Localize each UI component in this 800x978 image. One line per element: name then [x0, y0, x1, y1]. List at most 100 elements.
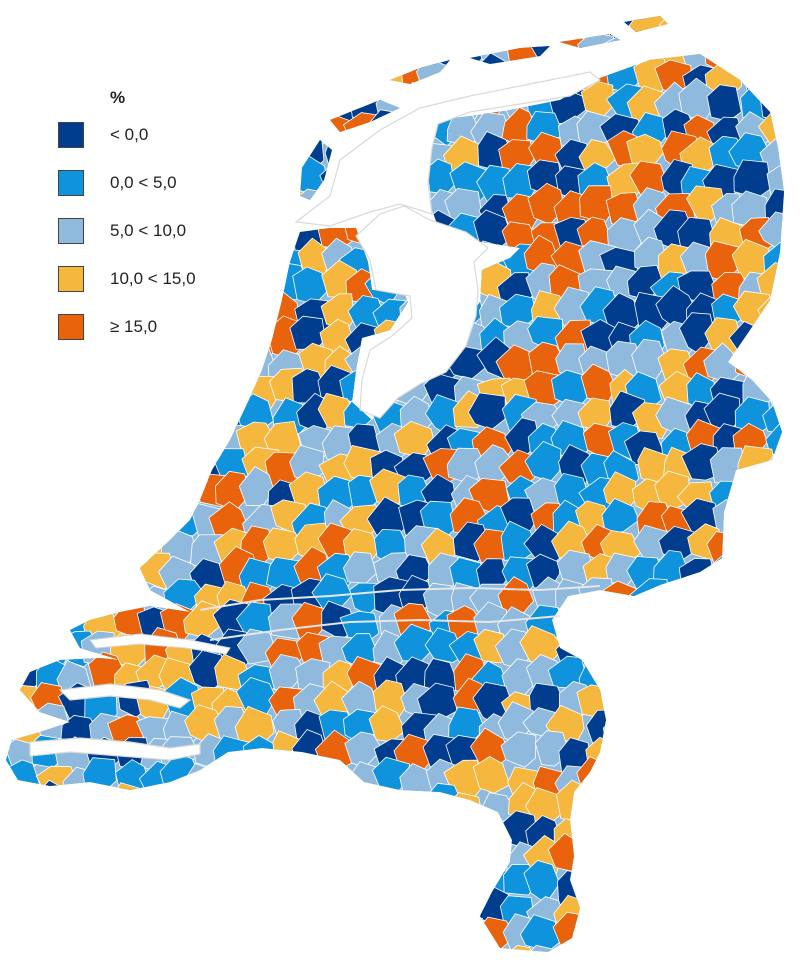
municipality-area: [34, 400, 68, 437]
municipality-area: [265, 867, 304, 904]
municipality-area: [627, 759, 668, 800]
municipality-area: [51, 809, 96, 852]
municipality-area: [6, 16, 24, 48]
municipality-area: [52, 526, 90, 564]
municipality-area: [733, 159, 772, 199]
municipality-area: [266, 16, 306, 50]
municipality-area: [6, 393, 19, 434]
municipality-area: [160, 398, 201, 440]
municipality-area: [572, 918, 618, 952]
municipality-area: [690, 659, 730, 696]
municipality-area: [707, 600, 744, 646]
municipality-area: [259, 84, 300, 127]
municipality-area: [13, 469, 54, 513]
municipality-area: [57, 88, 101, 122]
municipality-area: [654, 893, 696, 937]
municipality-area: [162, 36, 200, 77]
municipality-area: [6, 790, 18, 825]
municipality-area: [76, 33, 122, 70]
municipality-area: [244, 947, 283, 952]
municipality-area: [266, 29, 306, 68]
municipality-area: [737, 735, 773, 777]
municipality-area: [686, 764, 728, 802]
municipality-area: [632, 816, 668, 855]
municipality-area: [6, 194, 23, 229]
municipality-area: [36, 60, 79, 104]
municipality-area: [582, 964, 620, 978]
municipality-area: [521, 969, 560, 978]
municipality-area: [288, 946, 325, 952]
municipality-area: [680, 443, 723, 481]
municipality-area: [29, 583, 66, 621]
municipality-area: [780, 16, 784, 42]
municipality-area: [580, 815, 623, 852]
municipality-area: [84, 970, 118, 978]
municipality-area: [707, 659, 740, 696]
municipality-area: [270, 895, 309, 936]
municipality-area: [55, 344, 101, 378]
municipality-area: [210, 970, 247, 978]
municipality-area: [83, 16, 120, 20]
municipality-area: [37, 556, 74, 597]
municipality-area: [554, 16, 592, 21]
municipality-area: [685, 836, 721, 879]
municipality-area: [233, 893, 273, 930]
legend-swatch: [58, 218, 84, 244]
municipality-area: [393, 16, 435, 47]
municipality-area: [756, 475, 784, 518]
municipality-area: [6, 320, 15, 358]
municipality-area: [192, 947, 231, 952]
municipality-area: [529, 32, 572, 67]
municipality-area: [189, 809, 230, 847]
municipality-area: [216, 61, 256, 98]
municipality-area: [260, 915, 299, 952]
municipality-area: [218, 813, 256, 851]
municipality-area: [418, 813, 460, 851]
legend-item-0-5: 0,0 < 5,0: [58, 170, 258, 198]
municipality-area: [10, 860, 50, 899]
municipality-area: [81, 836, 120, 874]
municipality-area: [767, 601, 784, 642]
municipality-area: [191, 16, 232, 26]
municipality-area: [242, 60, 283, 100]
municipality-area: [761, 502, 784, 536]
municipality-area: [606, 762, 646, 801]
municipality-area: [9, 165, 49, 207]
municipality-area: [713, 708, 750, 748]
municipality-area: [35, 531, 73, 568]
municipality-area: [63, 497, 98, 541]
municipality-area: [187, 83, 223, 123]
municipality-area: [786, 139, 800, 179]
municipality-area: [781, 913, 784, 951]
municipality-area: [31, 607, 70, 645]
municipality-area: [159, 418, 199, 461]
municipality-area: [736, 812, 782, 850]
municipality-area: [703, 810, 742, 847]
municipality-area: [59, 913, 96, 952]
municipality-area: [732, 553, 774, 593]
municipality-area: [268, 762, 307, 801]
municipality-area: [345, 62, 387, 99]
municipality-area: [343, 0, 377, 12]
municipality-area: [36, 38, 74, 77]
municipality-area: [117, 974, 153, 978]
municipality-area: [192, 838, 234, 877]
legend-label: < 0,0: [110, 125, 149, 144]
municipality-area: [216, 762, 261, 800]
municipality-area: [56, 835, 98, 873]
municipality-area: [371, 833, 409, 877]
municipality-area: [133, 56, 177, 98]
municipality-area: [105, 916, 146, 952]
municipality-area: [60, 964, 100, 978]
municipality-area: [165, 16, 204, 45]
municipality-area: [160, 808, 199, 852]
municipality-area: [160, 918, 199, 952]
municipality-area: [6, 502, 44, 544]
municipality-area: [6, 346, 14, 383]
municipality-area: [6, 59, 19, 102]
municipality-area: [138, 504, 182, 541]
municipality-area: [756, 16, 784, 26]
municipality-area: [116, 352, 151, 387]
municipality-area: [217, 937, 257, 952]
municipality-area: [27, 345, 71, 380]
